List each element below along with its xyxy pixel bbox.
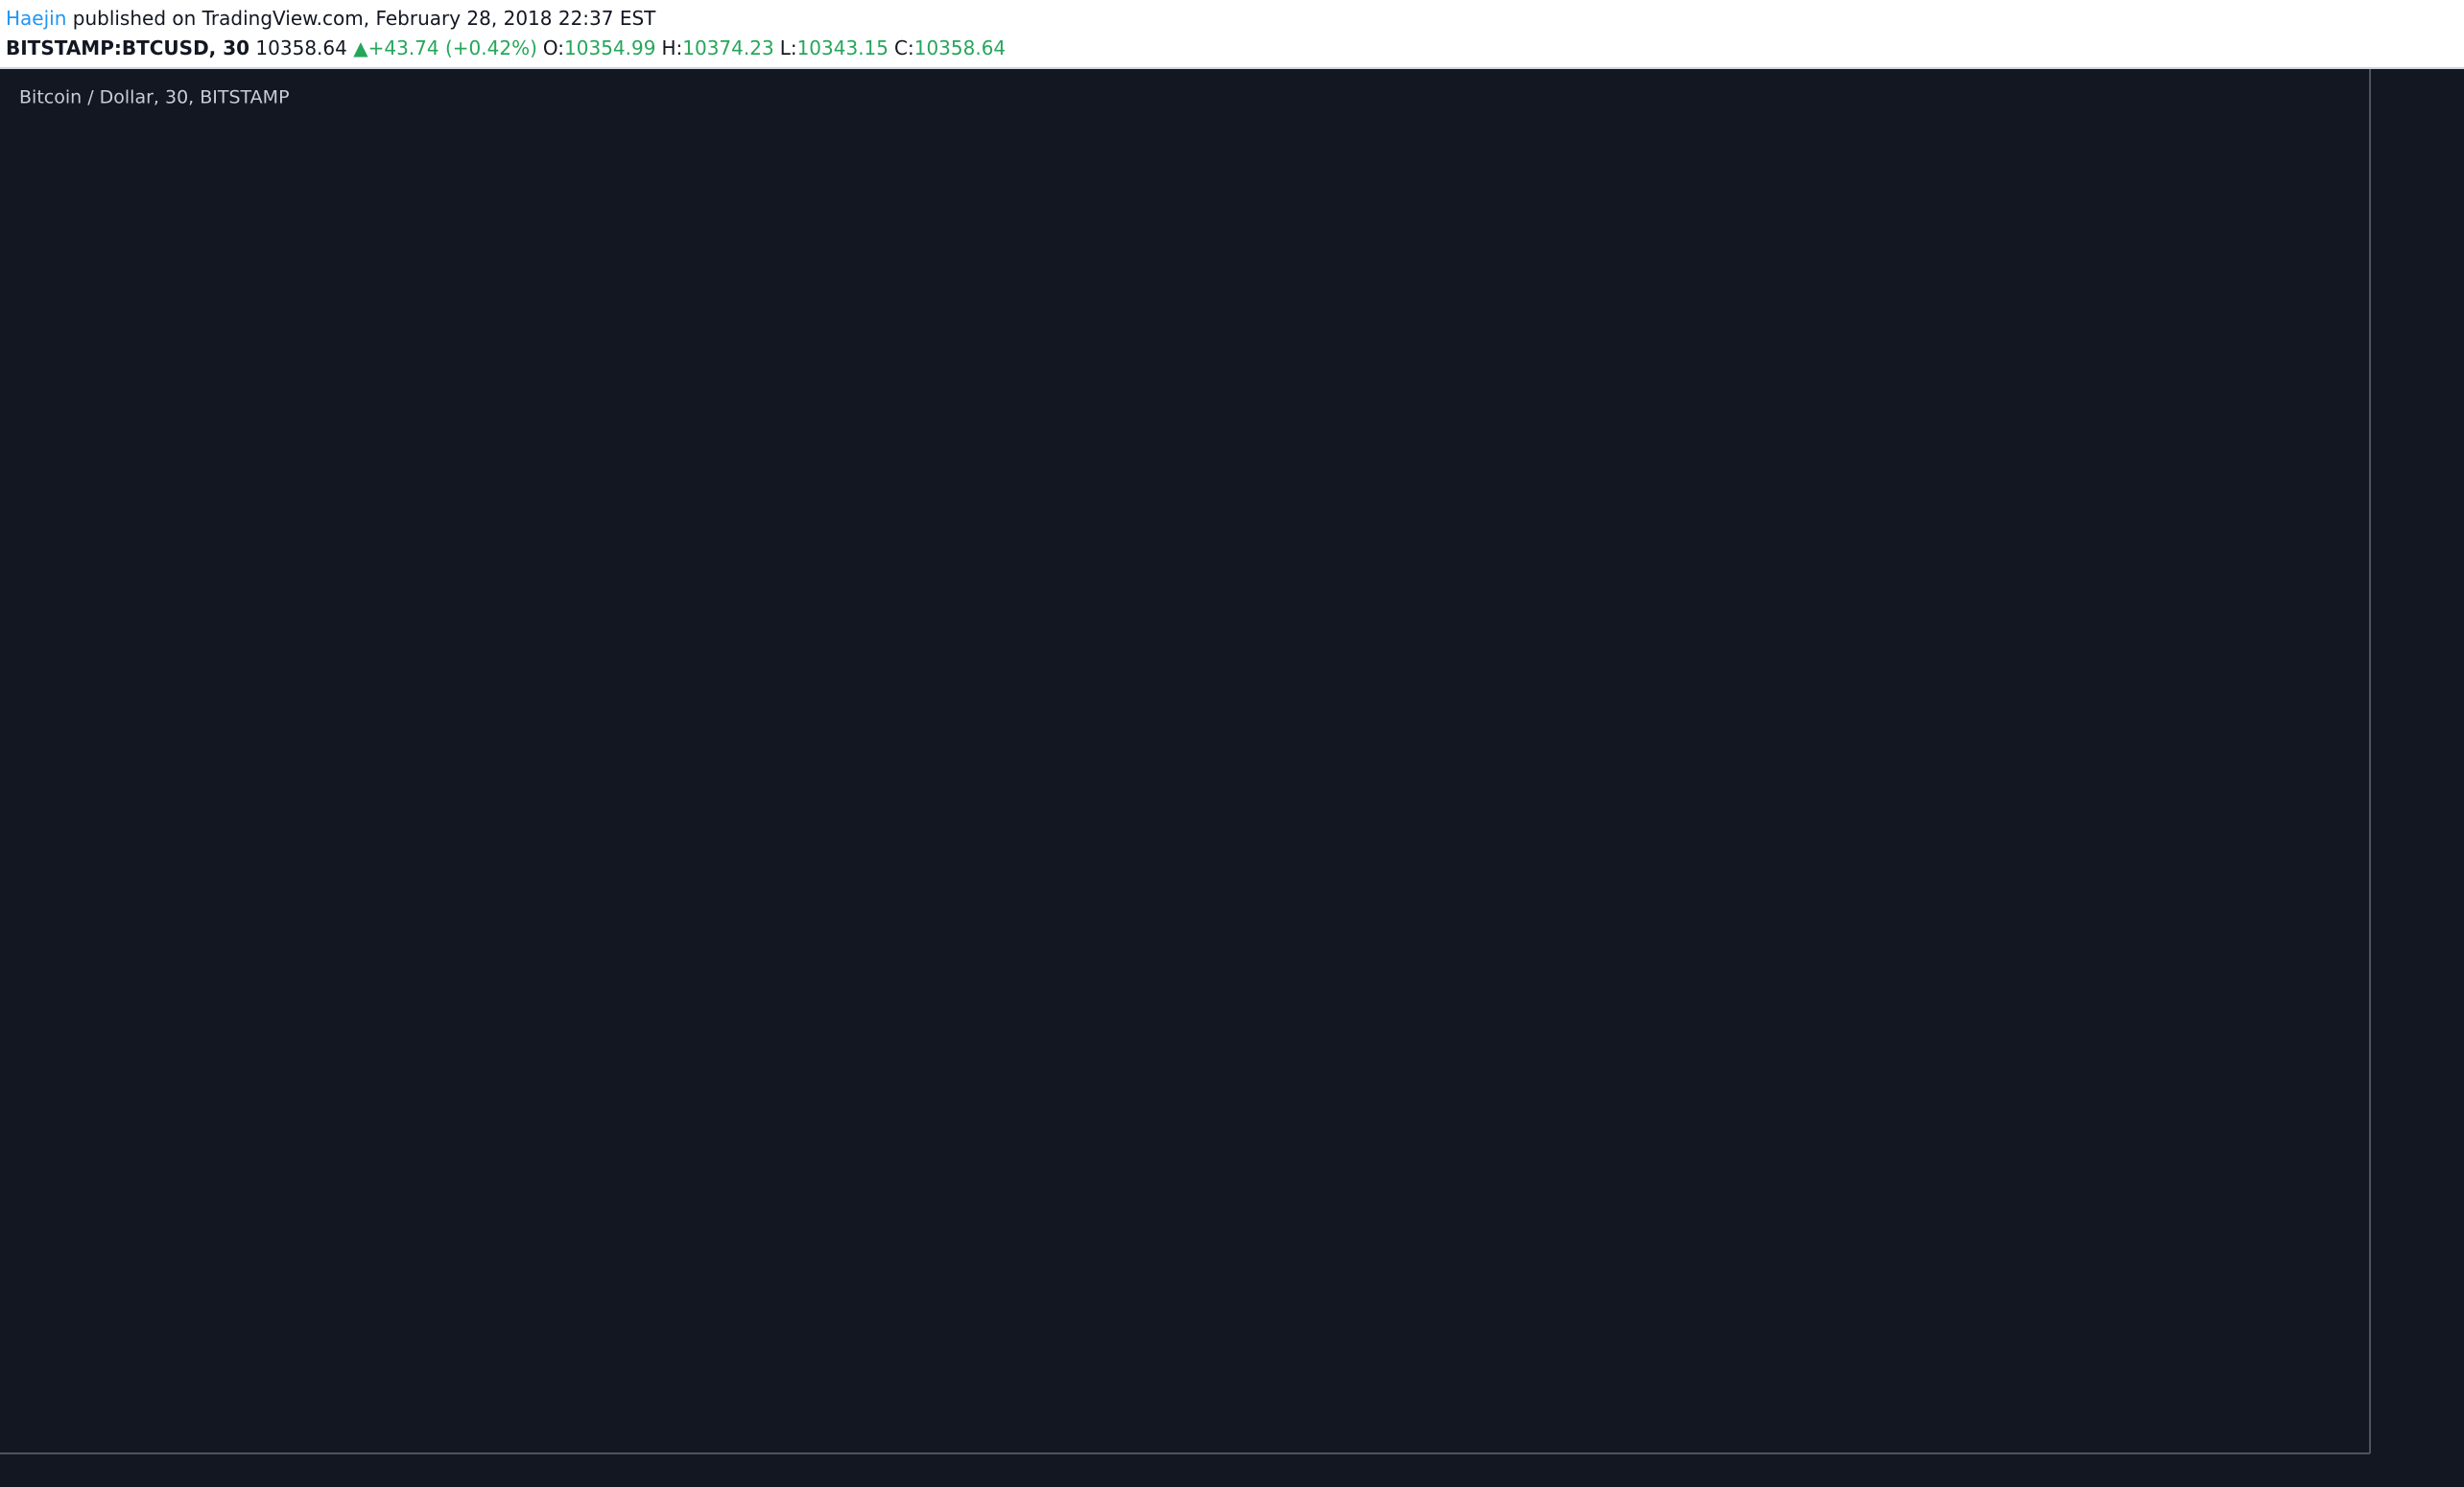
ohlc-label: O:: [542, 36, 565, 59]
ohlc-value: 10343.15: [796, 36, 889, 59]
ohlc-value: 10358.64: [913, 36, 1007, 59]
ohlc-label: L:: [779, 36, 797, 59]
header-row: Haejin published on TradingView.com, Feb…: [6, 4, 2458, 34]
symbol: BITSTAMP:BTCUSD, 30: [6, 36, 250, 59]
chart-title: Bitcoin / Dollar, 30, BITSTAMP: [19, 87, 290, 108]
time-axis: [0, 1453, 2464, 1487]
ohlc-value: 10354.99: [564, 36, 656, 59]
price: 10358.64: [255, 36, 347, 59]
ohlc-label: C:: [894, 36, 914, 59]
price-axis: [2370, 69, 2464, 1487]
author[interactable]: Haejin: [6, 7, 67, 30]
header-row: BITSTAMP:BTCUSD, 30 10358.64 ▲+43.74 (+0…: [6, 34, 2458, 63]
published: published on TradingView.com, February 2…: [72, 7, 656, 30]
ohlc-value: 10374.23: [682, 36, 774, 59]
arrow-icon: ▲: [353, 36, 368, 59]
ohlc-label: H:: [661, 36, 683, 59]
header: Haejin published on TradingView.com, Feb…: [0, 0, 2464, 69]
change: +43.74 (+0.42%): [367, 36, 537, 59]
